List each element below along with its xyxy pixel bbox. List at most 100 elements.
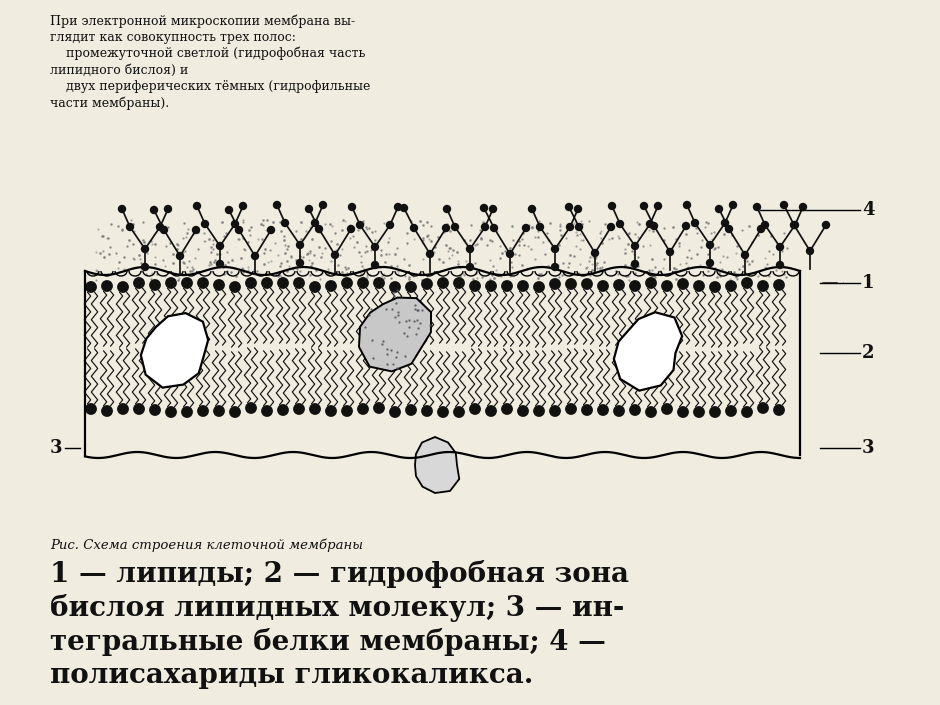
Circle shape — [582, 405, 592, 415]
Circle shape — [608, 202, 616, 209]
Text: бислоя липидных молекул; 3 — ин-: бислоя липидных молекул; 3 — ин- — [50, 594, 624, 622]
Circle shape — [320, 202, 326, 209]
Circle shape — [528, 205, 536, 212]
Text: Рис. Схема строения клеточной мембраны: Рис. Схема строения клеточной мембраны — [50, 538, 363, 551]
Circle shape — [598, 281, 608, 291]
Circle shape — [294, 278, 305, 288]
Circle shape — [294, 404, 305, 415]
Circle shape — [342, 278, 352, 288]
Circle shape — [386, 221, 394, 228]
Circle shape — [451, 223, 459, 231]
Circle shape — [161, 226, 167, 233]
Circle shape — [523, 224, 529, 231]
Circle shape — [371, 262, 379, 269]
Circle shape — [640, 202, 648, 209]
Circle shape — [575, 223, 583, 231]
Circle shape — [646, 278, 656, 288]
Text: 1: 1 — [862, 274, 874, 292]
Circle shape — [164, 205, 171, 212]
Circle shape — [758, 226, 764, 233]
Circle shape — [326, 406, 337, 416]
Text: #: # — [843, 282, 844, 283]
Polygon shape — [614, 312, 682, 391]
Circle shape — [647, 221, 653, 228]
Circle shape — [118, 282, 128, 292]
Circle shape — [491, 224, 497, 231]
Circle shape — [617, 221, 623, 228]
Circle shape — [566, 404, 576, 415]
Circle shape — [780, 202, 788, 209]
Circle shape — [165, 407, 176, 417]
Circle shape — [754, 204, 760, 211]
Circle shape — [566, 278, 576, 289]
Circle shape — [400, 204, 408, 212]
Circle shape — [646, 407, 656, 417]
Circle shape — [348, 226, 354, 233]
Circle shape — [774, 405, 784, 415]
Circle shape — [231, 221, 239, 228]
Circle shape — [133, 404, 144, 415]
Text: промежуточной светлой (гидрофобная часть: промежуточной светлой (гидрофобная часть — [50, 47, 366, 61]
Circle shape — [316, 226, 322, 233]
Text: двух периферических тёмных (гидрофильные: двух периферических тёмных (гидрофильные — [50, 80, 370, 93]
Circle shape — [454, 278, 464, 288]
Circle shape — [694, 281, 704, 291]
Circle shape — [349, 204, 355, 211]
Circle shape — [311, 219, 319, 226]
Circle shape — [86, 282, 96, 292]
Circle shape — [133, 278, 144, 288]
Circle shape — [550, 406, 560, 416]
Circle shape — [371, 243, 379, 250]
Circle shape — [758, 281, 768, 291]
Circle shape — [86, 404, 96, 415]
Circle shape — [342, 406, 352, 416]
Circle shape — [374, 278, 384, 288]
Polygon shape — [415, 437, 460, 493]
Circle shape — [574, 205, 582, 212]
Circle shape — [566, 204, 572, 211]
Circle shape — [326, 281, 337, 291]
Circle shape — [213, 406, 225, 416]
Circle shape — [710, 282, 720, 292]
Circle shape — [444, 205, 450, 212]
Circle shape — [470, 281, 480, 291]
Circle shape — [213, 280, 225, 290]
Circle shape — [707, 242, 713, 248]
Text: 4: 4 — [862, 201, 874, 219]
Circle shape — [486, 406, 496, 416]
Text: части мембраны).: части мембраны). — [50, 97, 169, 110]
Circle shape — [791, 221, 798, 228]
Circle shape — [306, 205, 312, 212]
Circle shape — [240, 202, 246, 209]
Circle shape — [567, 223, 573, 231]
Text: 1 — липиды; 2 — гидрофобная зона: 1 — липиды; 2 — гидрофобная зона — [50, 560, 629, 588]
Circle shape — [390, 407, 400, 417]
Circle shape — [507, 250, 513, 257]
Circle shape — [502, 404, 512, 415]
Circle shape — [310, 282, 321, 292]
Circle shape — [650, 223, 657, 230]
Circle shape — [710, 407, 720, 417]
Circle shape — [454, 407, 464, 417]
Text: При электронной микроскопии мембрана вы-: При электронной микроскопии мембрана вы- — [50, 14, 355, 27]
Circle shape — [552, 264, 558, 271]
Circle shape — [776, 243, 784, 250]
Circle shape — [127, 223, 133, 231]
Circle shape — [411, 224, 417, 231]
Circle shape — [761, 221, 769, 228]
Circle shape — [262, 406, 273, 416]
Circle shape — [201, 221, 209, 228]
Circle shape — [332, 252, 338, 259]
Circle shape — [470, 404, 480, 415]
Circle shape — [390, 282, 400, 292]
Circle shape — [236, 226, 243, 233]
Circle shape — [149, 280, 160, 290]
Circle shape — [662, 281, 672, 291]
Circle shape — [758, 403, 768, 413]
Circle shape — [582, 278, 592, 289]
Circle shape — [632, 261, 638, 267]
Circle shape — [102, 281, 112, 291]
Circle shape — [694, 407, 704, 417]
Circle shape — [193, 226, 199, 233]
Circle shape — [216, 243, 224, 250]
